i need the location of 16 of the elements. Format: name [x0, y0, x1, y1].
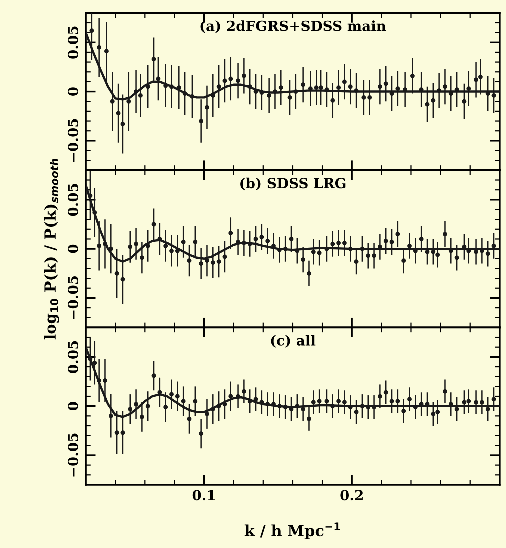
y-tick-label: −0.05 [68, 276, 78, 320]
x-tick-label: 0.1 [192, 490, 215, 501]
y-tick-label: 0.05 [68, 184, 78, 216]
y-tick-label: 0.05 [68, 341, 78, 374]
annotation: (a) 2dFGRS+SDSS main [200, 20, 386, 34]
x-axis-title: k / h Mpc$^{−1}$ [244, 522, 340, 540]
y-tick-label: −0.05 [68, 434, 78, 477]
y-tick-label: 0.05 [68, 26, 78, 59]
annotation: (b) SDSS LRG [240, 178, 346, 191]
y-tick-label: 0 [68, 244, 78, 254]
y-tick-label: 0 [68, 402, 78, 411]
x-tick-label: 0.2 [340, 490, 363, 501]
annotation: (c) all [271, 335, 316, 348]
y-tick-label: 0 [68, 88, 78, 96]
y-axis-title: log$_{10}$ P(k) / P(k)$_{smooth}$ [44, 159, 60, 340]
y-tick-label: −0.05 [68, 119, 78, 162]
